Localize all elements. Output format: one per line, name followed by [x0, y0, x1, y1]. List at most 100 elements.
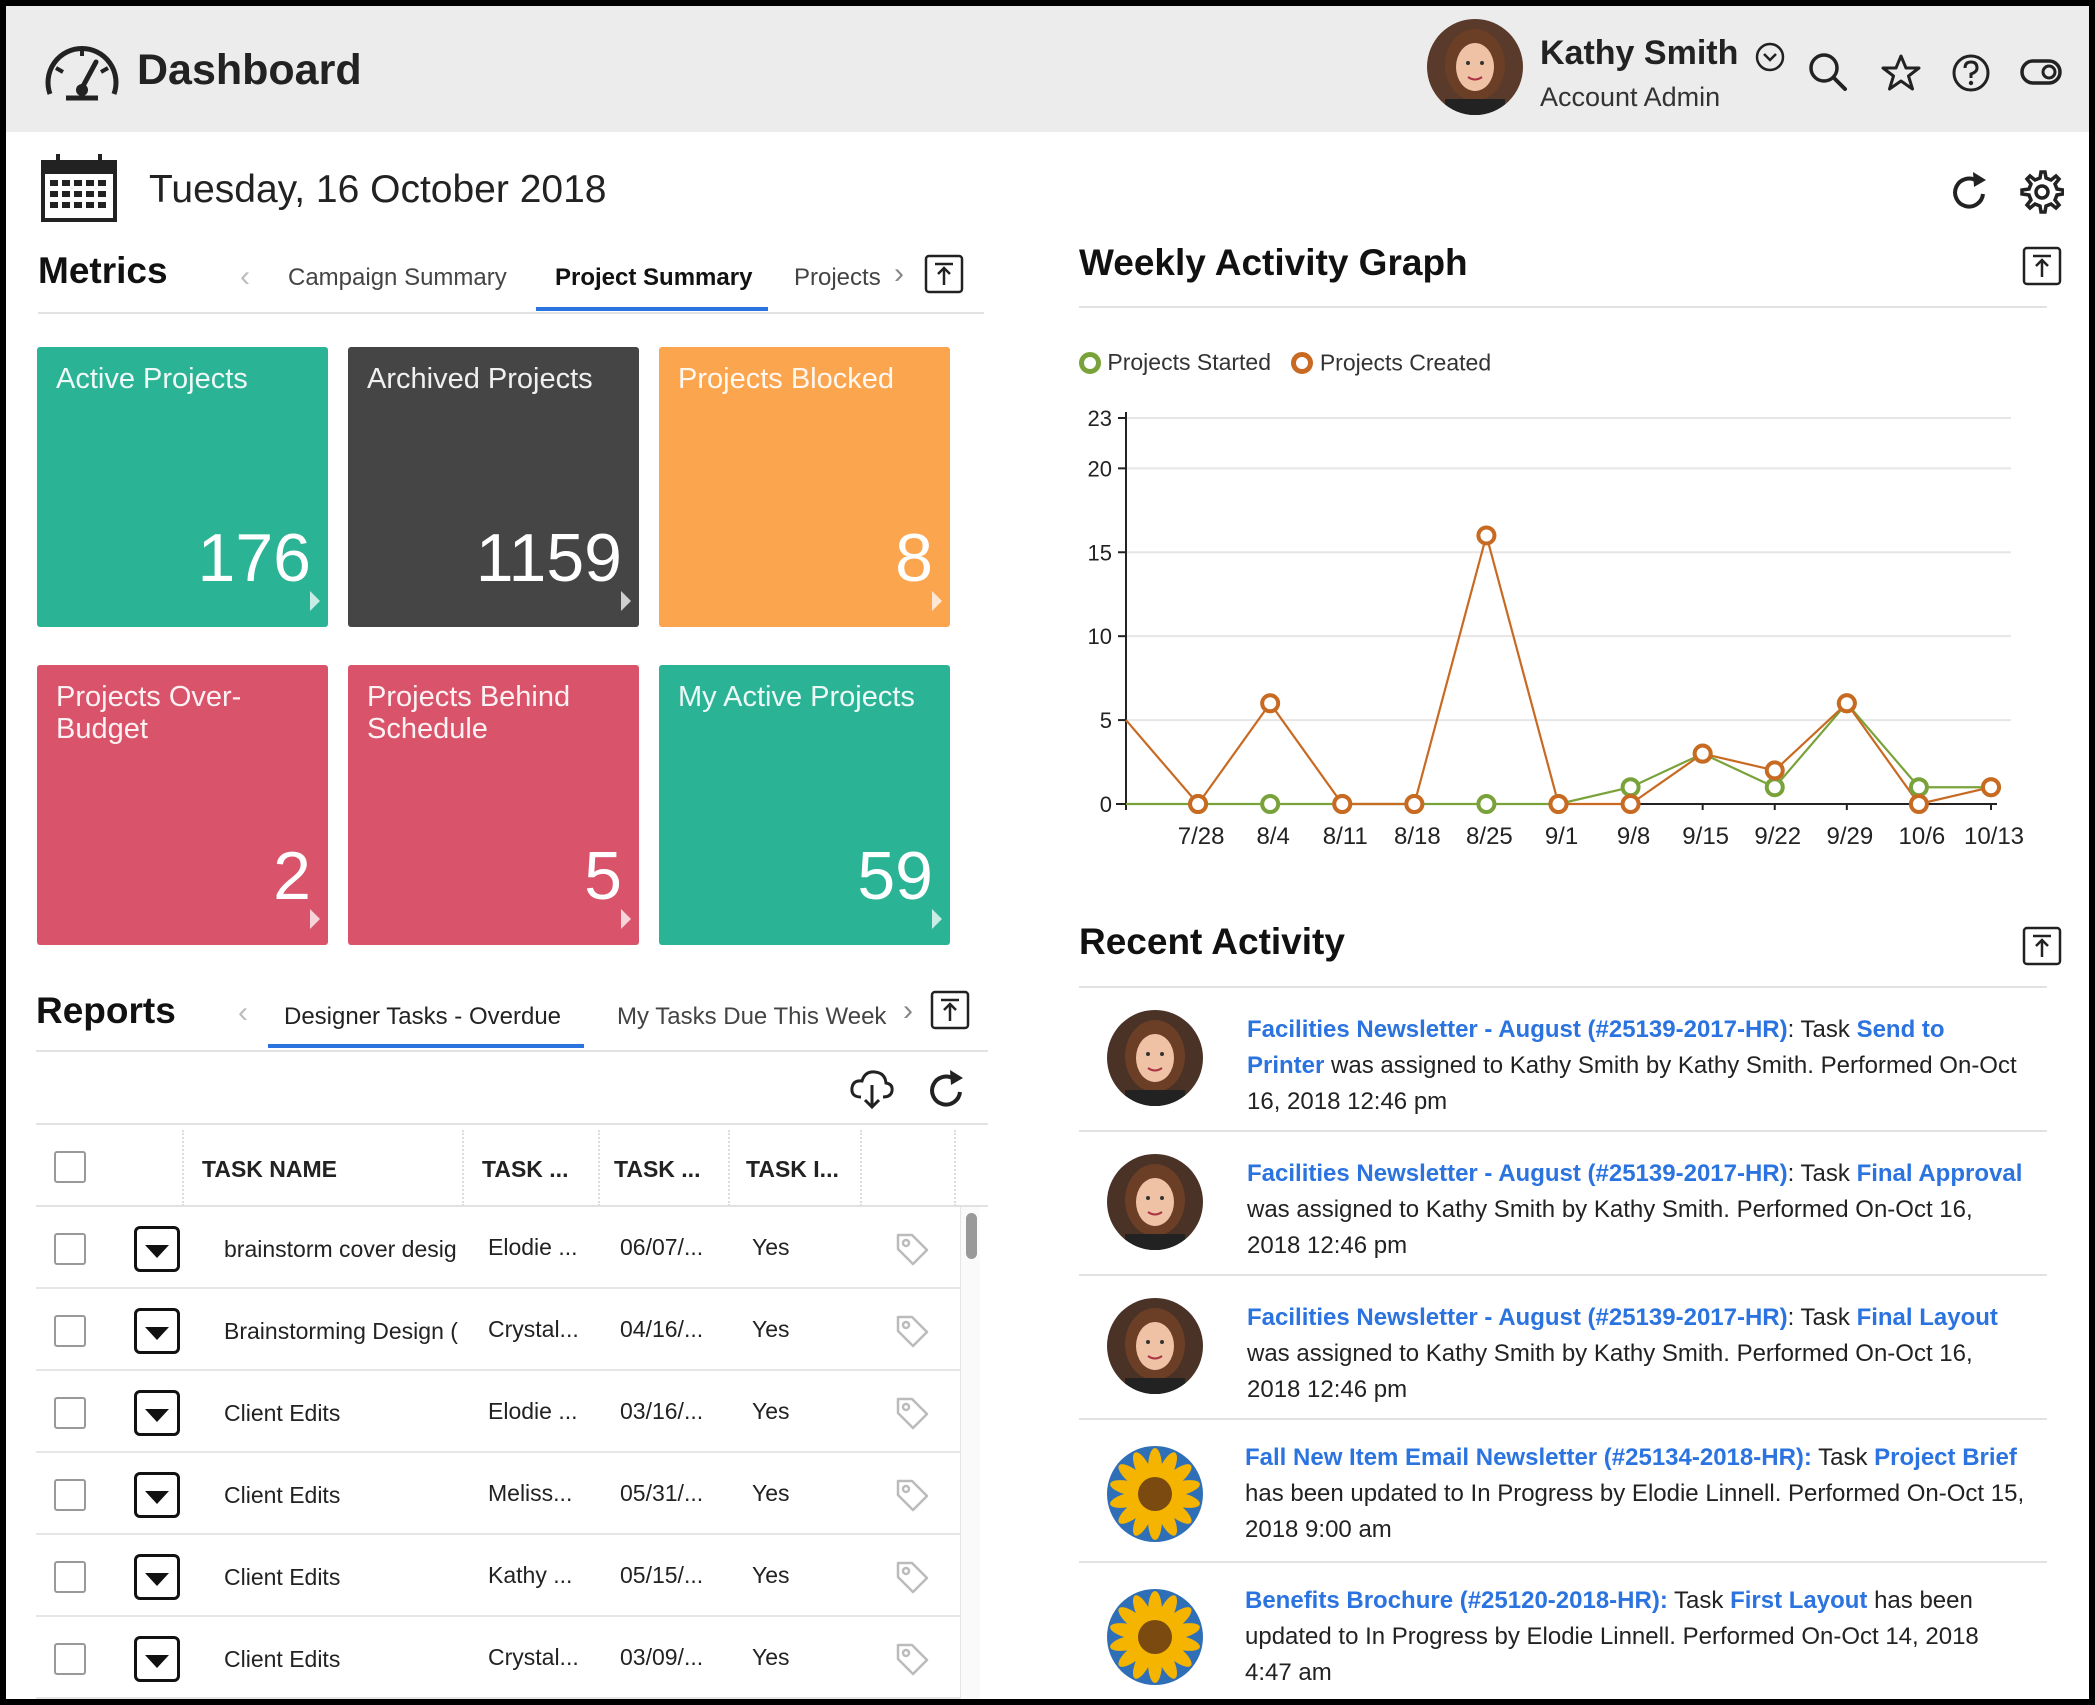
tag-icon[interactable]	[894, 1641, 930, 1682]
row-checkbox[interactable]	[54, 1397, 86, 1429]
data-point-started	[1620, 777, 1641, 798]
activity-divider	[1079, 986, 2047, 988]
activity-link[interactable]: Facilities Newsletter - August (#25139-2…	[1247, 1304, 1788, 1331]
tile-projects-blocked[interactable]: Projects Blocked 8	[659, 347, 950, 627]
activity-text-fragment: : Task	[1787, 1160, 1857, 1187]
task-name-cell[interactable]: Client Edits	[224, 1564, 341, 1590]
data-point-created	[1548, 794, 1569, 814]
assignee-cell: Elodie ...	[488, 1234, 578, 1260]
row-expand-dropdown[interactable]	[134, 1554, 180, 1600]
row-expand-dropdown[interactable]	[134, 1226, 180, 1272]
tag-icon[interactable]	[894, 1559, 930, 1600]
row-checkbox[interactable]	[54, 1315, 86, 1347]
cloud-download-icon[interactable]	[849, 1069, 895, 1111]
table-row[interactable]: brainstorm cover desig Elodie ... 06/07/…	[36, 1207, 960, 1289]
search-icon[interactable]	[1808, 52, 1848, 92]
column-header-task-name[interactable]: TASK NAME	[202, 1156, 338, 1182]
flag-cell: Yes	[752, 1316, 790, 1342]
activity-link[interactable]: Benefits Brochure (#25120-2018-HR):	[1245, 1587, 1668, 1614]
chevron-down-icon[interactable]	[1755, 42, 1785, 72]
row-checkbox[interactable]	[54, 1233, 86, 1265]
tile-projects-behind-schedule[interactable]: Projects Behind Schedule 5	[348, 665, 639, 945]
tile-value: 5	[584, 838, 622, 914]
activity-link[interactable]: Facilities Newsletter - August (#25139-2…	[1247, 1016, 1788, 1043]
scrollbar-thumb[interactable]	[966, 1213, 977, 1259]
activity-link[interactable]: Final Approval	[1856, 1160, 2023, 1187]
column-header-task-4[interactable]: TASK I...	[746, 1156, 839, 1182]
tab-campaign-summary[interactable]: Campaign Summary	[288, 264, 507, 291]
row-checkbox[interactable]	[54, 1643, 86, 1675]
row-expand-dropdown[interactable]	[134, 1308, 180, 1354]
activity-link[interactable]: Project Brief	[1874, 1444, 2017, 1471]
recent-activity-title: Recent Activity	[1079, 921, 1345, 962]
column-divider	[860, 1130, 862, 1206]
tag-icon[interactable]	[894, 1395, 930, 1436]
data-point-created	[1620, 794, 1641, 814]
gear-icon[interactable]	[2020, 170, 2064, 214]
active-tab-underline	[268, 1044, 584, 1048]
column-header-task-3[interactable]: TASK ...	[614, 1156, 701, 1182]
tile-my-active-projects[interactable]: My Active Projects 59	[659, 665, 950, 945]
x-tick-label: 10/6	[1899, 823, 1946, 850]
table-row[interactable]: Client Edits Kathy ... 05/15/... Yes	[36, 1535, 960, 1617]
reports-divider	[36, 1050, 988, 1052]
tabs-prev-icon[interactable]: ‹	[238, 996, 248, 1029]
toggle-icon[interactable]	[2020, 58, 2062, 88]
collapse-icon[interactable]	[2022, 246, 2062, 286]
x-tick-label: 9/22	[1754, 823, 1801, 850]
table-row[interactable]: Brainstorming Design ( Crystal... 04/16/…	[36, 1289, 960, 1371]
refresh-icon[interactable]	[1950, 170, 1990, 214]
activity-link[interactable]: Fall New Item Email Newsletter (#25134-2…	[1245, 1444, 1812, 1471]
user-name[interactable]: Kathy Smith	[1540, 34, 1739, 72]
flag-cell: Yes	[752, 1398, 790, 1424]
x-tick-label: 9/8	[1617, 823, 1650, 850]
refresh-icon[interactable]	[927, 1068, 967, 1112]
tile-active-projects[interactable]: Active Projects 176	[37, 347, 328, 627]
help-icon[interactable]	[1951, 53, 1991, 93]
data-point-created	[1981, 777, 2001, 798]
tabs-next-icon[interactable]: ›	[903, 994, 913, 1027]
task-name-cell[interactable]: Client Edits	[224, 1400, 341, 1426]
collapse-icon[interactable]	[2022, 926, 2062, 966]
task-name-cell[interactable]: Brainstorming Design (	[224, 1318, 458, 1344]
tab-projects[interactable]: Projects	[794, 264, 881, 291]
series-line-started	[1126, 701, 1991, 806]
tabs-prev-icon[interactable]: ‹	[240, 260, 250, 293]
tab-my-tasks-due[interactable]: My Tasks Due This Week	[617, 1003, 887, 1030]
task-name-cell[interactable]: brainstorm cover desig	[224, 1236, 457, 1262]
user-avatar[interactable]	[1427, 19, 1523, 115]
collapse-icon[interactable]	[930, 990, 970, 1030]
task-name-cell[interactable]: Client Edits	[224, 1646, 341, 1672]
tile-archived-projects[interactable]: Archived Projects 1159	[348, 347, 639, 627]
activity-link[interactable]: Final Layout	[1856, 1304, 1998, 1331]
tag-icon[interactable]	[894, 1477, 930, 1518]
row-expand-dropdown[interactable]	[134, 1472, 180, 1518]
activity-text-fragment: has been updated to In Progress by Elodi…	[1245, 1480, 2025, 1543]
row-checkbox[interactable]	[54, 1479, 86, 1511]
graph-divider	[1079, 306, 2047, 308]
column-header-task-2[interactable]: TASK ...	[482, 1156, 569, 1182]
assignee-cell: Crystal...	[488, 1644, 579, 1670]
tile-projects-over-budget[interactable]: Projects Over-Budget 2	[37, 665, 328, 945]
table-row[interactable]: Client Edits Crystal... 03/09/... Yes	[36, 1617, 960, 1699]
table-row[interactable]: Client Edits Meliss... 05/31/... Yes	[36, 1453, 960, 1535]
row-expand-dropdown[interactable]	[134, 1636, 180, 1682]
column-divider	[182, 1130, 184, 1206]
activity-link[interactable]: Send to Printer	[1247, 1016, 1945, 1079]
tag-icon[interactable]	[894, 1231, 930, 1272]
row-checkbox[interactable]	[54, 1561, 86, 1593]
collapse-icon[interactable]	[924, 254, 964, 294]
tab-project-summary[interactable]: Project Summary	[555, 264, 753, 291]
table-row[interactable]: Client Edits Elodie ... 03/16/... Yes	[36, 1371, 960, 1453]
tabs-next-icon[interactable]: ›	[894, 257, 904, 290]
star-icon[interactable]	[1881, 53, 1921, 93]
activity-link[interactable]: Facilities Newsletter - August (#25139-2…	[1247, 1160, 1788, 1187]
row-expand-dropdown[interactable]	[134, 1390, 180, 1436]
task-name-cell[interactable]: Client Edits	[224, 1482, 341, 1508]
tab-designer-tasks-overdue[interactable]: Designer Tasks - Overdue	[284, 1003, 562, 1030]
activity-link[interactable]: First Layout	[1730, 1587, 1868, 1614]
caret-right-icon	[310, 591, 320, 611]
select-all-checkbox[interactable]	[54, 1151, 86, 1183]
tag-icon[interactable]	[894, 1313, 930, 1354]
table-scrollbar[interactable]	[960, 1207, 980, 1699]
